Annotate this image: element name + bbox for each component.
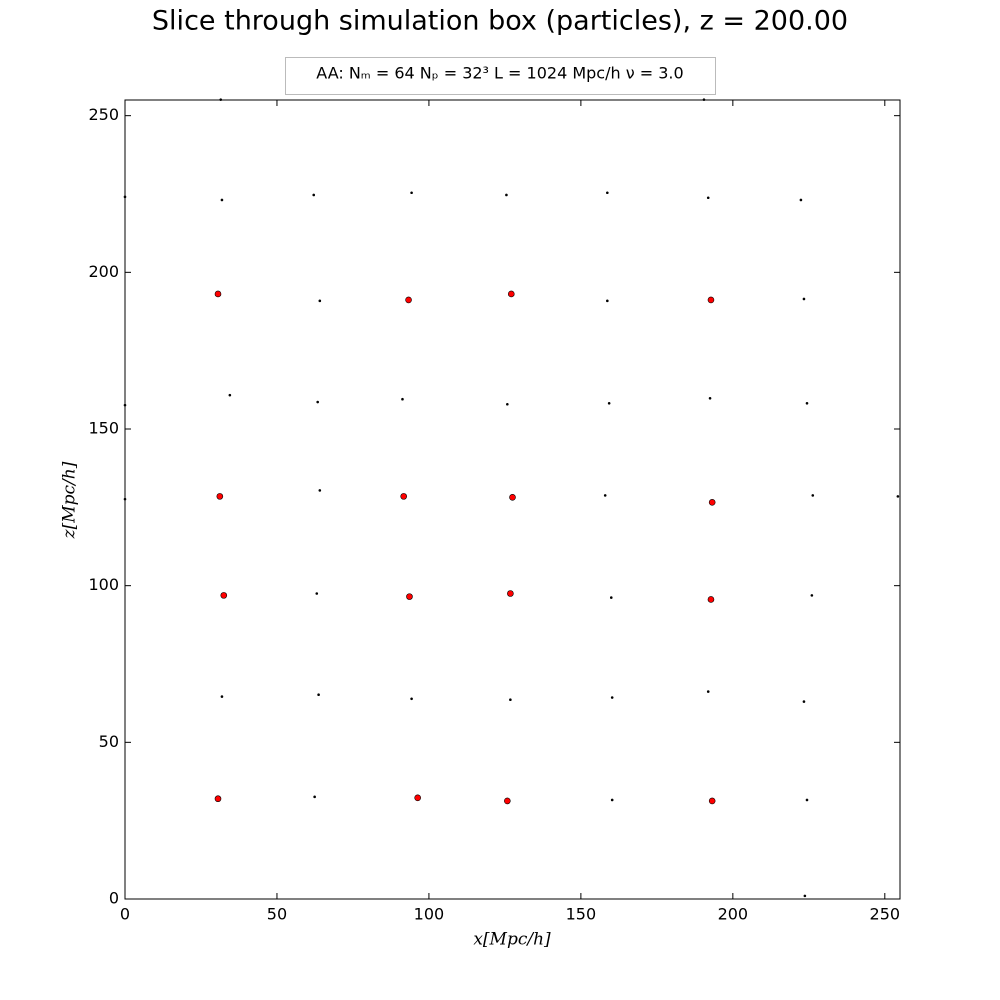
x-tick-label: 0 <box>120 905 130 924</box>
point <box>401 397 404 401</box>
point <box>318 489 322 492</box>
x-axis-label: x[Mpc/h] <box>473 930 551 950</box>
point <box>216 493 224 500</box>
point <box>123 497 127 501</box>
chart-title: Slice through simulation box (particles)… <box>152 6 848 37</box>
point <box>214 290 222 298</box>
point <box>318 299 322 303</box>
point <box>410 697 413 701</box>
point <box>507 290 515 298</box>
point <box>896 495 900 498</box>
point <box>504 797 511 805</box>
point <box>708 396 712 400</box>
point <box>606 191 609 195</box>
y-tick-label: 50 <box>99 732 119 751</box>
point <box>123 195 127 199</box>
subtitle-box <box>285 57 716 95</box>
point <box>603 494 607 497</box>
point <box>414 794 421 802</box>
x-tick-label: 100 <box>414 905 445 924</box>
point <box>214 795 222 803</box>
point <box>707 596 715 603</box>
point <box>708 797 716 805</box>
point <box>220 592 228 599</box>
point <box>406 593 413 600</box>
point <box>805 798 809 802</box>
point <box>220 198 224 202</box>
point <box>802 297 806 301</box>
point <box>811 494 815 497</box>
x-tick-label: 200 <box>718 905 749 924</box>
point <box>317 693 320 697</box>
point <box>803 894 807 898</box>
point <box>706 196 710 200</box>
point <box>400 493 407 500</box>
point <box>507 590 514 597</box>
point <box>315 592 319 595</box>
point <box>505 193 508 197</box>
point <box>706 690 710 693</box>
point <box>313 795 316 799</box>
point <box>805 402 809 405</box>
y-axis-label: z[Mpc/h] <box>60 461 80 539</box>
point <box>312 193 316 197</box>
y-tick-label: 150 <box>88 419 119 438</box>
point <box>707 296 715 304</box>
chart-subtitle: AA: Nₘ = 64 Nₚ = 32³ L = 1024 Mpc/h ν = … <box>316 64 683 83</box>
point <box>702 98 706 101</box>
point <box>405 296 412 304</box>
x-tick-label: 250 <box>870 905 901 924</box>
point <box>220 695 224 698</box>
point <box>123 403 127 407</box>
x-tick-label: 50 <box>267 905 287 924</box>
point <box>316 400 319 404</box>
x-tick-label: 150 <box>566 905 597 924</box>
point <box>799 198 803 202</box>
point <box>228 393 232 397</box>
point <box>509 494 516 501</box>
y-tick-label: 0 <box>109 889 119 908</box>
y-tick-label: 100 <box>88 575 119 594</box>
point <box>509 698 512 702</box>
point <box>607 402 611 405</box>
point <box>810 594 814 597</box>
point <box>219 98 223 101</box>
point <box>606 299 609 303</box>
y-tick-label: 200 <box>88 262 119 281</box>
point <box>708 499 716 506</box>
y-tick-label: 250 <box>88 105 119 124</box>
point <box>610 798 614 802</box>
point <box>610 696 614 699</box>
point <box>802 700 806 703</box>
point <box>506 402 509 406</box>
point <box>609 596 613 599</box>
point <box>410 191 413 195</box>
